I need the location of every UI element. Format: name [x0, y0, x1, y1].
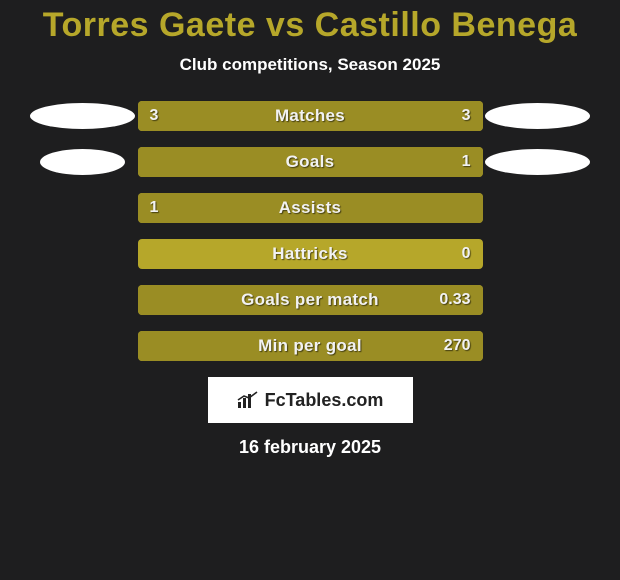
stat-label: Assists	[138, 193, 483, 223]
stat-row: 33Matches	[10, 101, 610, 131]
ellipse-icon	[485, 103, 590, 129]
stat-row: 1Assists	[10, 193, 610, 223]
stat-bar: 270Min per goal	[138, 331, 483, 361]
stat-bar: 0.33Goals per match	[138, 285, 483, 315]
stat-row: 0Hattricks	[10, 239, 610, 269]
stat-row: 1Goals	[10, 147, 610, 177]
player-right-badge	[483, 149, 593, 175]
stat-label: Min per goal	[138, 331, 483, 361]
stat-label: Goals per match	[138, 285, 483, 315]
player-left-badge	[28, 149, 138, 175]
brand-text: FcTables.com	[265, 390, 384, 411]
brand-box: FcTables.com	[208, 377, 413, 423]
player-right-badge	[483, 103, 593, 129]
stat-label: Hattricks	[138, 239, 483, 269]
footer-date: 16 february 2025	[0, 437, 620, 458]
infographic-canvas: Torres Gaete vs Castillo Benega Club com…	[0, 0, 620, 580]
brand-chart-icon	[237, 391, 259, 409]
stat-label: Matches	[138, 101, 483, 131]
comparison-title: Torres Gaete vs Castillo Benega	[0, 6, 620, 45]
stat-rows: 33Matches 1Goals 1Assists 0Hattricks 0.33Goa…	[0, 101, 620, 361]
stat-bar: 33Matches	[138, 101, 483, 131]
ellipse-icon	[30, 103, 135, 129]
ellipse-icon	[40, 149, 125, 175]
stat-row: 270Min per goal	[10, 331, 610, 361]
ellipse-icon	[485, 149, 590, 175]
stat-label: Goals	[138, 147, 483, 177]
comparison-subtitle: Club competitions, Season 2025	[0, 55, 620, 75]
stat-bar: 0Hattricks	[138, 239, 483, 269]
player-left-badge	[28, 103, 138, 129]
stat-bar: 1Assists	[138, 193, 483, 223]
stat-row: 0.33Goals per match	[10, 285, 610, 315]
stat-bar: 1Goals	[138, 147, 483, 177]
